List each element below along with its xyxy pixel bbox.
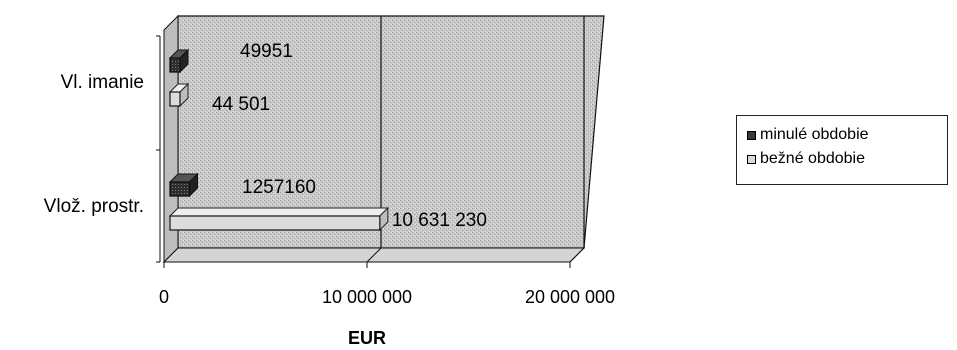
- x-tick-label: 0: [159, 287, 169, 307]
- legend-label-minule: minulé obdobie: [760, 126, 869, 143]
- legend-swatch-bezne: [747, 154, 756, 164]
- x-tick-label: 20 000 000: [525, 287, 615, 307]
- category-label: Vl. imanie: [61, 72, 144, 93]
- bar: [169, 181, 191, 197]
- x-gridline-floor: [366, 247, 382, 263]
- data-label: 10 631 230: [392, 210, 487, 231]
- data-label: 1257160: [242, 177, 316, 198]
- data-label: 49951: [240, 41, 293, 62]
- bar: [169, 57, 181, 73]
- legend-item-bezne: bežné obdobie: [747, 147, 947, 171]
- bar: [169, 215, 381, 231]
- bar-top: [168, 207, 390, 217]
- x-tick-label: 10 000 000: [322, 287, 412, 307]
- x-axis-title: EUR: [348, 328, 386, 348]
- category-label: Vlož. prostr.: [44, 196, 144, 217]
- chart-marks: 0 10 000 000 20 000 000 Vl. imanie Vlož. pro…: [44, 41, 615, 307]
- legend-swatch-minule: [747, 130, 756, 140]
- legend-label-bezne: bežné obdobie: [760, 150, 865, 167]
- plot-area: [156, 14, 605, 268]
- data-label: 44 501: [212, 94, 270, 115]
- bar: [169, 91, 181, 107]
- legend: minulé obdobie bežné obdobie: [736, 115, 948, 185]
- x-gridline-floor: [569, 247, 585, 263]
- legend-item-minule: minulé obdobie: [747, 123, 947, 147]
